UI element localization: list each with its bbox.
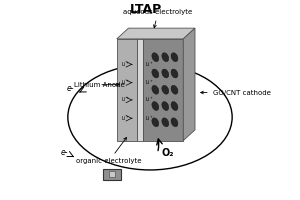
Ellipse shape [171, 118, 178, 127]
Text: Lithium Anode: Lithium Anode [74, 82, 124, 88]
Text: Li$^+$: Li$^+$ [145, 95, 154, 104]
Ellipse shape [171, 69, 178, 78]
Text: O₂: O₂ [161, 148, 174, 158]
Ellipse shape [152, 118, 159, 127]
Ellipse shape [162, 69, 169, 78]
Text: Li$^+$: Li$^+$ [121, 95, 130, 104]
Text: GO/CNT cathode: GO/CNT cathode [201, 90, 271, 96]
Bar [109, 171, 115, 177]
Text: e-: e- [67, 84, 74, 93]
Ellipse shape [152, 53, 159, 62]
Polygon shape [117, 28, 195, 39]
Text: Li$^+$: Li$^+$ [145, 78, 154, 87]
Bar [143, 39, 183, 141]
Ellipse shape [152, 85, 159, 94]
Text: organic electrolyte: organic electrolyte [76, 137, 142, 164]
Ellipse shape [171, 102, 178, 110]
Text: Li$^+$: Li$^+$ [121, 114, 130, 123]
Bar [137, 39, 143, 141]
Ellipse shape [162, 85, 169, 94]
Ellipse shape [152, 69, 159, 78]
Ellipse shape [171, 85, 178, 94]
Text: LTAP: LTAP [129, 3, 162, 16]
Ellipse shape [162, 53, 169, 62]
Ellipse shape [162, 118, 169, 127]
Text: aqueous electrolyte: aqueous electrolyte [123, 9, 193, 28]
Text: Li$^+$: Li$^+$ [145, 114, 154, 123]
Bar [103, 169, 121, 180]
Text: e-: e- [61, 148, 68, 157]
Text: Li$^+$: Li$^+$ [145, 60, 154, 69]
Ellipse shape [162, 102, 169, 110]
Bar [117, 39, 137, 141]
Ellipse shape [152, 102, 159, 110]
Polygon shape [183, 28, 195, 141]
Ellipse shape [171, 53, 178, 62]
Text: Li$^+$: Li$^+$ [121, 78, 130, 87]
Text: Li$^+$: Li$^+$ [121, 60, 130, 69]
